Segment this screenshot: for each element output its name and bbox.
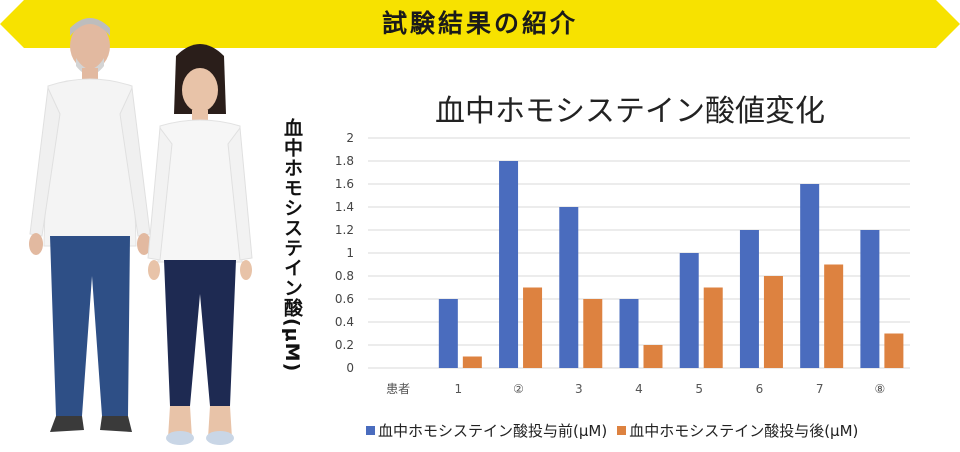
bar-chart: 0 0.2 0.4 0.6 0.8 1 1.2 1.4 1.6 1.8 2 患者 1 ② 3 4 5 6 7 ⑧ bbox=[335, 131, 910, 396]
bar-before bbox=[559, 207, 579, 368]
y-tick-label: 1.2 bbox=[335, 223, 354, 237]
bar-before bbox=[499, 161, 519, 368]
x-tick-labels: 患者 1 ② 3 4 5 6 7 ⑧ bbox=[386, 382, 885, 396]
x-tick-label: 患者 bbox=[386, 382, 410, 396]
y-tick-label: 0.6 bbox=[335, 292, 354, 306]
bar-after bbox=[643, 345, 663, 368]
x-tick-label: ② bbox=[513, 382, 524, 396]
legend: 血中ホモシステイン酸投与前(μM) 血中ホモシステイン酸投与後(μM) bbox=[366, 416, 956, 444]
bar-before bbox=[800, 184, 820, 368]
y-tick-label: 0.8 bbox=[335, 269, 354, 283]
x-tick-label: 7 bbox=[816, 382, 824, 396]
legend-label-after: 血中ホモシステイン酸投与後(μM) bbox=[629, 421, 859, 440]
y-axis-label: 血中ホモシステイン酸(μM) bbox=[281, 118, 303, 373]
legend-swatch-before bbox=[366, 425, 375, 435]
bar-before bbox=[619, 299, 639, 368]
x-tick-label: 1 bbox=[455, 382, 463, 396]
x-tick-label: ⑧ bbox=[875, 382, 886, 396]
bar-after bbox=[824, 264, 844, 368]
legend-item-after: 血中ホモシステイン酸投与後(μM) bbox=[617, 420, 858, 441]
banner-background bbox=[0, 0, 960, 48]
y-tick-label: 1.6 bbox=[335, 177, 354, 191]
bar-before bbox=[860, 230, 880, 368]
legend-swatch-after bbox=[617, 425, 627, 435]
banner bbox=[0, 0, 960, 48]
bar-before bbox=[679, 253, 699, 368]
bar-after bbox=[703, 287, 723, 368]
man-figure bbox=[29, 18, 151, 432]
y-tick-label: 1.4 bbox=[335, 200, 354, 214]
y-tick-label: 0 bbox=[346, 361, 354, 375]
x-tick-label: 4 bbox=[635, 382, 643, 396]
x-tick-label: 5 bbox=[695, 382, 703, 396]
y-tick-label: 2 bbox=[346, 131, 354, 145]
banner-title: 試験結果の紹介 bbox=[381, 9, 578, 38]
x-tick-label: 6 bbox=[756, 382, 764, 396]
woman-figure bbox=[147, 44, 253, 445]
bar-after bbox=[884, 333, 904, 368]
bar-after bbox=[763, 276, 783, 368]
y-tick-label: 0.4 bbox=[335, 315, 354, 329]
chart-title: 血中ホモシステイン酸値変化 bbox=[435, 94, 825, 129]
bar-after bbox=[462, 356, 482, 368]
grid-lines bbox=[368, 137, 910, 369]
bar-before bbox=[438, 299, 458, 368]
y-tick-label: 1.8 bbox=[335, 154, 354, 168]
bar-after bbox=[583, 299, 603, 368]
y-tick-label: 1 bbox=[346, 246, 354, 260]
y-tick-labels: 0 0.2 0.4 0.6 0.8 1 1.2 1.4 1.6 1.8 2 bbox=[335, 131, 354, 375]
bar-before bbox=[739, 230, 759, 368]
x-tick-label: 3 bbox=[575, 382, 583, 396]
legend-item-before: 血中ホモシステイン酸投与前(μM) bbox=[366, 420, 607, 441]
bar-after bbox=[523, 287, 543, 368]
y-tick-label: 0.2 bbox=[335, 338, 354, 352]
senior-couple-photo-icon bbox=[29, 18, 253, 445]
legend-label-before: 血中ホモシステイン酸投与前(μM) bbox=[378, 421, 608, 440]
bars bbox=[438, 161, 904, 368]
